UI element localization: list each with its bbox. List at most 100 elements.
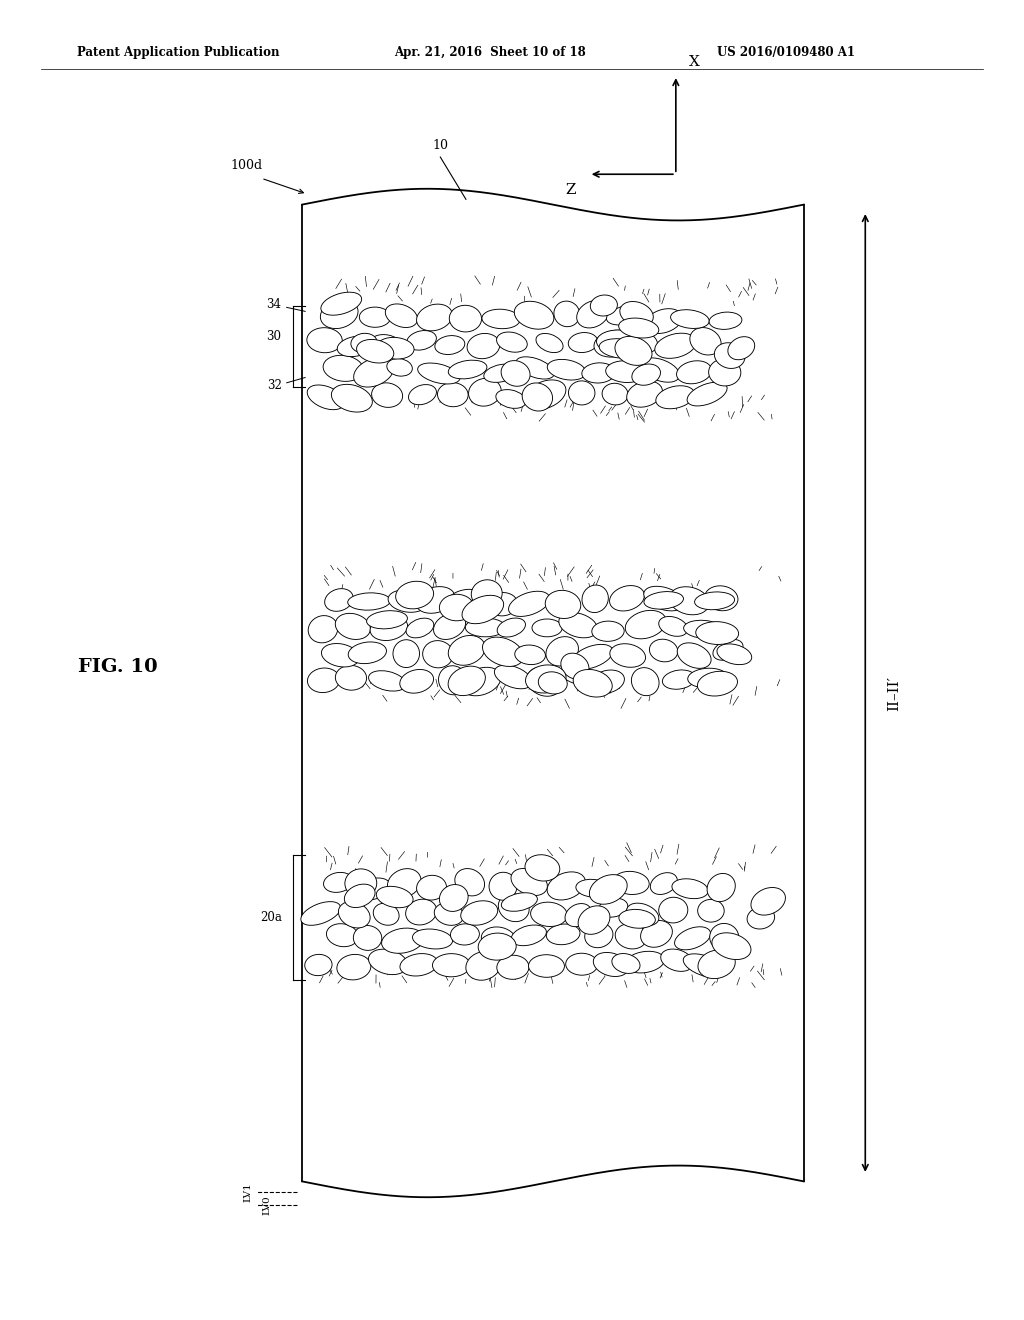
Text: II–II′: II–II′ (887, 676, 901, 710)
Ellipse shape (539, 672, 567, 694)
Ellipse shape (545, 590, 581, 619)
Ellipse shape (451, 924, 479, 945)
Ellipse shape (337, 954, 371, 979)
Ellipse shape (690, 327, 721, 355)
Text: 32: 32 (266, 379, 282, 392)
Ellipse shape (348, 642, 386, 664)
Ellipse shape (571, 644, 612, 669)
Ellipse shape (348, 593, 390, 610)
Ellipse shape (369, 949, 408, 974)
Ellipse shape (353, 358, 394, 387)
Ellipse shape (345, 869, 377, 898)
Ellipse shape (565, 904, 592, 927)
Text: 30: 30 (266, 330, 282, 343)
Ellipse shape (356, 339, 394, 363)
Ellipse shape (677, 643, 711, 668)
Ellipse shape (525, 855, 560, 880)
Ellipse shape (417, 875, 446, 900)
Ellipse shape (525, 380, 566, 409)
Ellipse shape (516, 356, 554, 379)
Ellipse shape (547, 873, 586, 900)
Ellipse shape (620, 301, 653, 326)
Ellipse shape (502, 892, 538, 911)
Ellipse shape (385, 304, 418, 327)
Ellipse shape (712, 933, 751, 960)
Ellipse shape (675, 927, 711, 950)
Ellipse shape (528, 954, 564, 977)
Text: Z: Z (565, 183, 575, 197)
Ellipse shape (387, 359, 413, 376)
Ellipse shape (499, 894, 529, 921)
Ellipse shape (655, 385, 694, 409)
Ellipse shape (618, 909, 655, 928)
Ellipse shape (710, 312, 742, 330)
Ellipse shape (663, 671, 695, 689)
Ellipse shape (547, 924, 580, 945)
Ellipse shape (627, 903, 658, 925)
Ellipse shape (568, 381, 595, 405)
Ellipse shape (575, 879, 609, 898)
Ellipse shape (641, 920, 673, 948)
Text: FIG. 10: FIG. 10 (78, 657, 158, 676)
Ellipse shape (532, 619, 562, 636)
Ellipse shape (432, 953, 470, 977)
Ellipse shape (449, 667, 485, 696)
Ellipse shape (324, 355, 364, 381)
Ellipse shape (610, 644, 645, 668)
Ellipse shape (336, 665, 367, 690)
Ellipse shape (644, 591, 683, 609)
Ellipse shape (498, 618, 525, 638)
Ellipse shape (388, 590, 427, 612)
Ellipse shape (625, 952, 665, 973)
Ellipse shape (568, 333, 598, 352)
Ellipse shape (582, 363, 615, 383)
Ellipse shape (554, 301, 580, 326)
Ellipse shape (530, 902, 567, 927)
Ellipse shape (573, 669, 612, 697)
Ellipse shape (650, 873, 677, 895)
Ellipse shape (478, 933, 516, 960)
Ellipse shape (461, 668, 501, 696)
Ellipse shape (406, 899, 437, 925)
Ellipse shape (409, 384, 436, 405)
Ellipse shape (377, 338, 414, 359)
Ellipse shape (713, 639, 743, 660)
Ellipse shape (632, 364, 660, 385)
Ellipse shape (449, 635, 485, 665)
Ellipse shape (418, 363, 460, 384)
Ellipse shape (522, 383, 553, 411)
Ellipse shape (327, 924, 358, 946)
Ellipse shape (481, 927, 516, 952)
Ellipse shape (324, 873, 353, 892)
Ellipse shape (497, 333, 527, 352)
Ellipse shape (658, 616, 688, 636)
Ellipse shape (593, 953, 629, 977)
Ellipse shape (301, 902, 341, 925)
Ellipse shape (751, 887, 785, 915)
Ellipse shape (708, 874, 735, 902)
Ellipse shape (305, 954, 332, 975)
Ellipse shape (526, 667, 562, 696)
Ellipse shape (307, 668, 340, 693)
Ellipse shape (462, 595, 504, 624)
Ellipse shape (351, 334, 377, 352)
Ellipse shape (695, 622, 738, 644)
Ellipse shape (413, 929, 453, 949)
Ellipse shape (469, 379, 501, 407)
Ellipse shape (577, 301, 609, 327)
Ellipse shape (359, 308, 390, 327)
Ellipse shape (592, 622, 625, 642)
Ellipse shape (395, 581, 433, 609)
Ellipse shape (400, 953, 437, 975)
Ellipse shape (547, 359, 586, 380)
Ellipse shape (728, 337, 755, 360)
Ellipse shape (514, 301, 554, 329)
Ellipse shape (355, 878, 390, 900)
Ellipse shape (683, 954, 725, 977)
Ellipse shape (495, 665, 531, 689)
Ellipse shape (307, 385, 344, 409)
Ellipse shape (370, 615, 408, 640)
Ellipse shape (579, 906, 610, 935)
Ellipse shape (615, 337, 652, 366)
Ellipse shape (496, 389, 526, 408)
